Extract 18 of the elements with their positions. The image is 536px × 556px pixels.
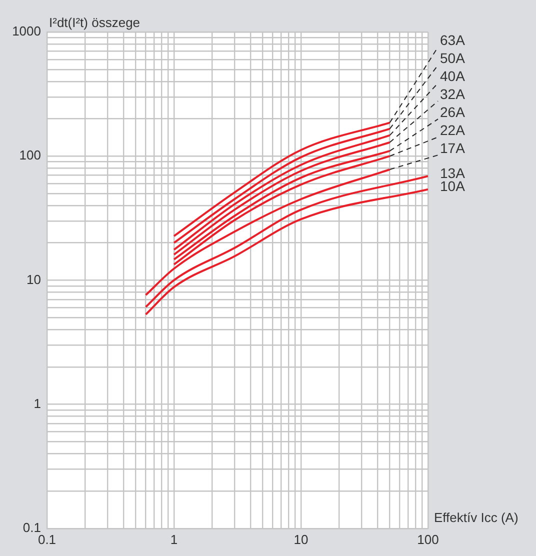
x-tick-label: 10 (294, 532, 308, 547)
text: 17A (440, 140, 466, 156)
text: 22A (440, 122, 466, 138)
y-tick-label: 1000 (12, 24, 41, 39)
series-label: 10A (440, 178, 466, 194)
x-axis-title: Effektív Icc (A) (434, 510, 518, 526)
y-tick-label: 1 (34, 396, 41, 411)
text: 40A (440, 68, 466, 84)
x-tick-label: 100 (417, 532, 439, 547)
text: 26A (440, 104, 466, 120)
y-tick-label: 10 (26, 272, 41, 287)
text: 32A (440, 86, 466, 102)
series-label: 13A (440, 164, 466, 181)
y-tick-label: 100 (19, 148, 41, 163)
y-axis-title: I²dt(I²t) összege (49, 15, 140, 30)
text: 50A (440, 50, 466, 66)
x-tick-label: 1 (170, 532, 178, 547)
text: 63A (440, 32, 466, 48)
